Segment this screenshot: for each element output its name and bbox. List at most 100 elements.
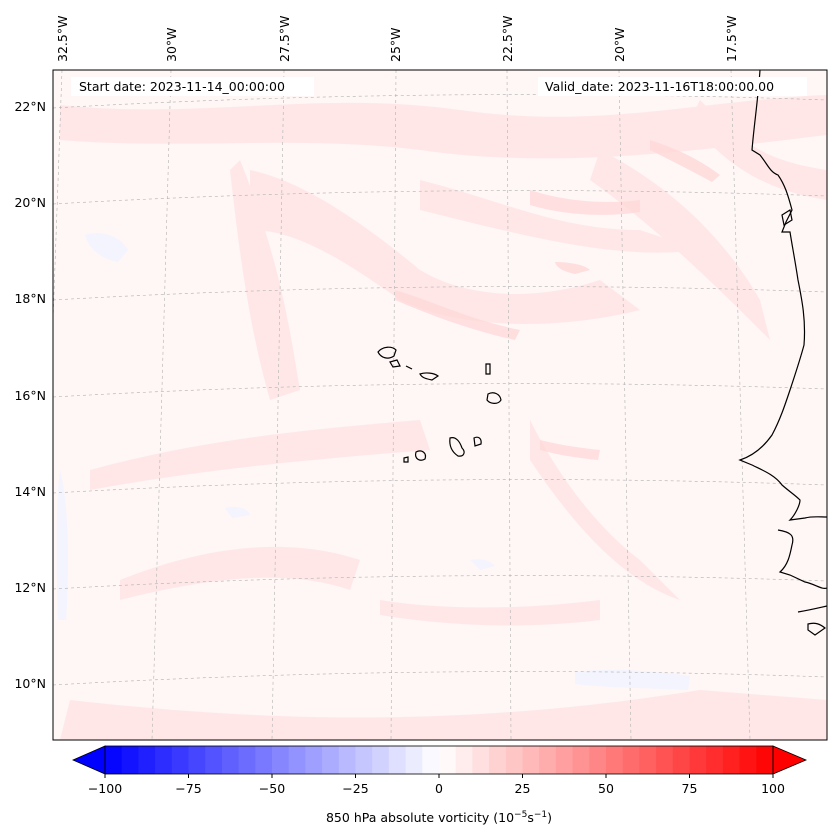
island-maio: [473, 436, 482, 447]
gridline-lon-25: [390, 70, 397, 740]
colorbar-ticks: [104, 774, 774, 778]
colorbar-cell: [555, 746, 573, 774]
colorbar-cell: [171, 746, 189, 774]
lon-label-32-5: 32.5°W: [55, 16, 70, 62]
gridline-lon-17-5: [730, 70, 751, 740]
cb-tick-label: −25: [342, 781, 368, 796]
colorbar-cell: [105, 746, 123, 774]
valid-date-label: Valid_date: 2023-11-16T18:00:00.00: [545, 79, 774, 94]
lat-label-12: 12°N: [14, 580, 46, 595]
colorbar-cell: [639, 746, 657, 774]
island-sal: [485, 363, 491, 375]
colorbar-cell: [572, 746, 590, 774]
lat-label-20: 20°N: [14, 195, 46, 210]
colorbar-cell: [505, 746, 523, 774]
lat-label-22: 22°N: [14, 99, 46, 114]
colorbar-cell: [606, 746, 624, 774]
cb-tick-label: 100: [761, 781, 785, 796]
colorbar-min-extend: [72, 745, 106, 775]
lat-label-16: 16°N: [14, 388, 46, 403]
cb-tick-label: −50: [259, 781, 285, 796]
island-santa-luzia: [405, 365, 413, 370]
cb-tick-label: 75: [682, 781, 698, 796]
colorbar-cell: [388, 746, 406, 774]
vorticity-field: [53, 70, 827, 740]
lon-label-20: 20°W: [612, 27, 627, 62]
lat-label-18: 18°N: [14, 291, 46, 306]
colorbar: −100 −75 −50 −25 0 25 50 75 100 850 hPa …: [72, 745, 808, 825]
cb-tick-label: −100: [88, 781, 122, 796]
colorbar-cell: [272, 746, 290, 774]
colorbar-max-extend: [772, 745, 808, 775]
colorbar-cell: [288, 746, 306, 774]
lon-label-27-5: 27.5°W: [277, 16, 292, 62]
gridline-lat-14: [53, 479, 827, 494]
colorbar-cell: [439, 746, 457, 774]
island-sao-vicente: [389, 359, 401, 368]
colorbar-cell: [188, 746, 206, 774]
island-santo-antao: [377, 346, 397, 359]
cb-tick-label: −75: [175, 781, 201, 796]
start-date-box: [71, 77, 314, 96]
gridline-lon-20: [618, 70, 632, 740]
latitude-labels: 22°N 20°N 18°N 16°N 14°N 12°N 10°N: [14, 99, 46, 691]
colorbar-cell: [472, 746, 490, 774]
colorbar-cell: [656, 746, 674, 774]
colorbar-cell: [138, 746, 156, 774]
colorbar-title: 850 hPa absolute vorticity (10−5s−1): [326, 810, 552, 825]
colorbar-tick-labels: −100 −75 −50 −25 0 25 50 75 100: [88, 781, 785, 796]
graticule: [53, 70, 827, 740]
gridline-lon-27-5: [271, 70, 285, 740]
colorbar-cell: [455, 746, 473, 774]
valid-date-box: [538, 77, 807, 96]
gridline-lat-18: [53, 286, 827, 301]
colorbar-cell: [221, 746, 239, 774]
colorbar-cell: [489, 746, 507, 774]
island-fogo: [415, 450, 427, 461]
gridline-lon-22-5: [506, 70, 512, 740]
gridline-lat-12: [53, 575, 827, 590]
cb-tick-label: 0: [435, 781, 443, 796]
colorbar-cell: [672, 746, 690, 774]
gridline-lat-20: [53, 190, 827, 205]
gridline-lat-10: [53, 671, 827, 686]
colorbar-cell: [589, 746, 607, 774]
colorbar-cell: [756, 746, 774, 774]
lon-label-22-5: 22.5°W: [500, 16, 515, 62]
colorbar-cell: [539, 746, 557, 774]
gridline-lon-30: [151, 70, 172, 740]
colorbar-cell: [706, 746, 724, 774]
map-frame: [52, 69, 828, 741]
lon-label-30: 30°W: [164, 27, 179, 62]
island-santiago: [449, 437, 465, 457]
lon-label-25: 25°W: [388, 27, 403, 62]
colorbar-cell: [305, 746, 323, 774]
lat-label-14: 14°N: [14, 484, 46, 499]
colorbar-cell: [338, 746, 356, 774]
start-date-label: Start date: 2023-11-14_00:00:00: [79, 79, 285, 94]
island-sao-nicolau: [419, 372, 440, 381]
colorbar-cell: [405, 746, 423, 774]
colorbar-cell: [739, 746, 757, 774]
cb-tick-label: 50: [598, 781, 614, 796]
colorbar-cell: [205, 746, 223, 774]
colorbar-cell: [155, 746, 173, 774]
cb-tick-label: 25: [515, 781, 531, 796]
cape-verde-islands: [377, 346, 502, 463]
colorbar-cell: [722, 746, 740, 774]
colorbar-cells: [105, 746, 774, 774]
colorbar-cell: [322, 746, 340, 774]
colorbar-cell: [522, 746, 540, 774]
colorbar-cell: [355, 746, 373, 774]
island-brava: [403, 456, 409, 463]
colorbar-cell: [689, 746, 707, 774]
gridline-lat-16: [53, 383, 827, 398]
lat-label-10: 10°N: [14, 676, 46, 691]
longitude-labels: 32.5°W 30°W 27.5°W 25°W 22.5°W 20°W 17.5…: [55, 16, 739, 62]
colorbar-cell: [622, 746, 640, 774]
gridline-lat-22: [53, 94, 827, 109]
colorbar-cell: [238, 746, 256, 774]
colorbar-cell: [372, 746, 390, 774]
island-boa-vista: [486, 392, 502, 404]
